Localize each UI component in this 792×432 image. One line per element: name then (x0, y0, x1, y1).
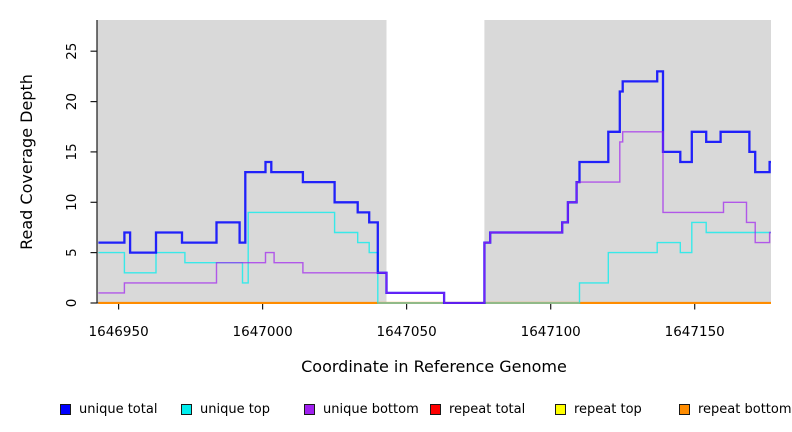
y-tick-label: 5 (64, 248, 80, 257)
legend-label: repeat bottom (698, 401, 792, 417)
y-tick-label: 10 (64, 194, 80, 211)
x-axis-title: Coordinate in Reference Genome (301, 357, 567, 376)
legend-label: unique top (200, 401, 271, 417)
legend-item-repeat-total: repeat total (430, 400, 525, 418)
legend-item-repeat-bottom: repeat bottom (679, 400, 792, 418)
gap-region-rect (386, 14, 485, 303)
y-tick-label: 25 (64, 43, 80, 60)
x-tick-label: 1647050 (377, 324, 437, 340)
legend-label: unique bottom (323, 401, 419, 417)
legend-label: repeat total (449, 401, 526, 417)
legend-swatch (60, 403, 71, 415)
legend-item-repeat-top: repeat top (555, 400, 642, 418)
coverage-plot: 1646950 1647000 1647050 1647100 1647150 0 5 10 1… (64, 14, 771, 340)
legend-swatch (430, 403, 441, 415)
legend-swatch (304, 403, 315, 415)
y-tick-label: 0 (64, 299, 80, 308)
series-unique-bottom-line (98, 131, 771, 304)
legend-swatch (555, 403, 566, 415)
legend-item-unique-top: unique top (181, 400, 270, 418)
legend-label: unique total (79, 401, 158, 417)
legend-item-unique-total: unique total (60, 400, 157, 418)
x-tick-label: 1647100 (521, 324, 581, 340)
x-tick-label: 1647150 (665, 324, 725, 340)
x-tick-label: 1646950 (89, 324, 149, 340)
legend-swatch (679, 403, 690, 415)
y-tick-label: 20 (64, 93, 80, 110)
legend-item-unique-bottom: unique bottom (304, 400, 419, 418)
series-unique-top-line (98, 211, 771, 304)
x-tick-label: 1647000 (233, 324, 293, 340)
y-tick-label: 15 (64, 143, 80, 160)
legend-label: repeat top (574, 401, 642, 417)
legend-swatch (181, 403, 192, 415)
legend: unique total unique top unique bottom repea… (0, 396, 792, 426)
y-axis-title: Read Coverage Depth (17, 74, 36, 250)
